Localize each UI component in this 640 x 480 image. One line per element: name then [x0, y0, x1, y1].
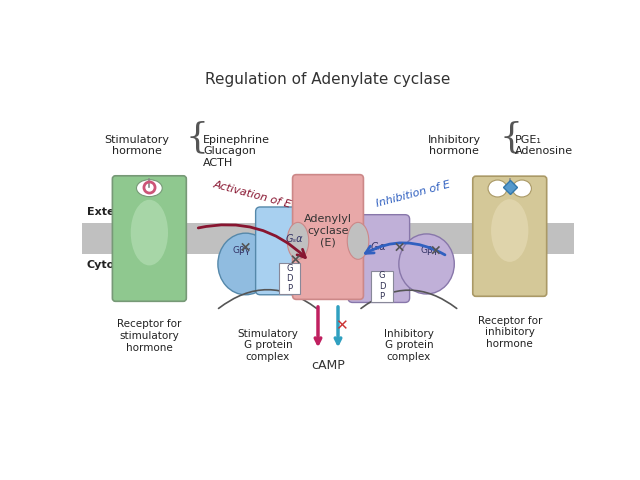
Ellipse shape — [218, 233, 273, 295]
Text: G
D
P: G D P — [379, 271, 385, 301]
Text: Inhibition of E: Inhibition of E — [374, 179, 451, 208]
Ellipse shape — [513, 180, 531, 197]
FancyBboxPatch shape — [113, 176, 186, 301]
FancyBboxPatch shape — [348, 215, 410, 302]
Text: Receptor for
inhibitory
hormone: Receptor for inhibitory hormone — [477, 315, 542, 349]
Ellipse shape — [131, 200, 168, 265]
Text: Inhibitory
G protein
complex: Inhibitory G protein complex — [384, 329, 434, 362]
Text: Activation of E: Activation of E — [212, 180, 292, 210]
Text: {: { — [186, 120, 209, 155]
Ellipse shape — [287, 222, 308, 259]
FancyBboxPatch shape — [82, 223, 575, 254]
Text: Epinephrine
Glucagon
ACTH: Epinephrine Glucagon ACTH — [204, 134, 270, 168]
Text: PGE₁
Adenosine: PGE₁ Adenosine — [515, 134, 573, 156]
Text: Gₛα: Gₛα — [285, 234, 303, 244]
Text: G
D
P: G D P — [286, 264, 292, 293]
Ellipse shape — [348, 222, 369, 259]
Text: Inhibitory
hormone: Inhibitory hormone — [428, 134, 481, 156]
Ellipse shape — [491, 199, 529, 262]
Text: ✕: ✕ — [335, 318, 348, 333]
Text: cAMP: cAMP — [311, 360, 345, 372]
Text: Receptor for
stimulatory
hormone: Receptor for stimulatory hormone — [117, 319, 182, 353]
Ellipse shape — [136, 180, 162, 197]
Text: Stimulatory
G protein
complex: Stimulatory G protein complex — [237, 329, 298, 362]
Text: Gβγ: Gβγ — [233, 246, 251, 254]
FancyBboxPatch shape — [279, 263, 300, 294]
Text: Regulation of Adenylate cyclase: Regulation of Adenylate cyclase — [205, 72, 451, 87]
FancyBboxPatch shape — [371, 271, 393, 302]
FancyArrowPatch shape — [365, 243, 445, 255]
Text: Exterior: Exterior — [87, 207, 137, 217]
FancyBboxPatch shape — [292, 175, 364, 300]
FancyArrowPatch shape — [198, 225, 305, 257]
Text: Stimulatory
hormone: Stimulatory hormone — [104, 134, 170, 156]
Ellipse shape — [399, 234, 454, 294]
Text: Adenylyl
cyclase
(E): Adenylyl cyclase (E) — [304, 214, 352, 248]
FancyBboxPatch shape — [255, 207, 319, 295]
FancyBboxPatch shape — [473, 176, 547, 296]
Text: {: { — [500, 120, 523, 155]
Text: Gᵢα: Gᵢα — [371, 242, 387, 252]
Ellipse shape — [488, 180, 507, 197]
Text: Gβγ: Gβγ — [420, 246, 438, 254]
Text: Cytosol: Cytosol — [87, 260, 133, 270]
